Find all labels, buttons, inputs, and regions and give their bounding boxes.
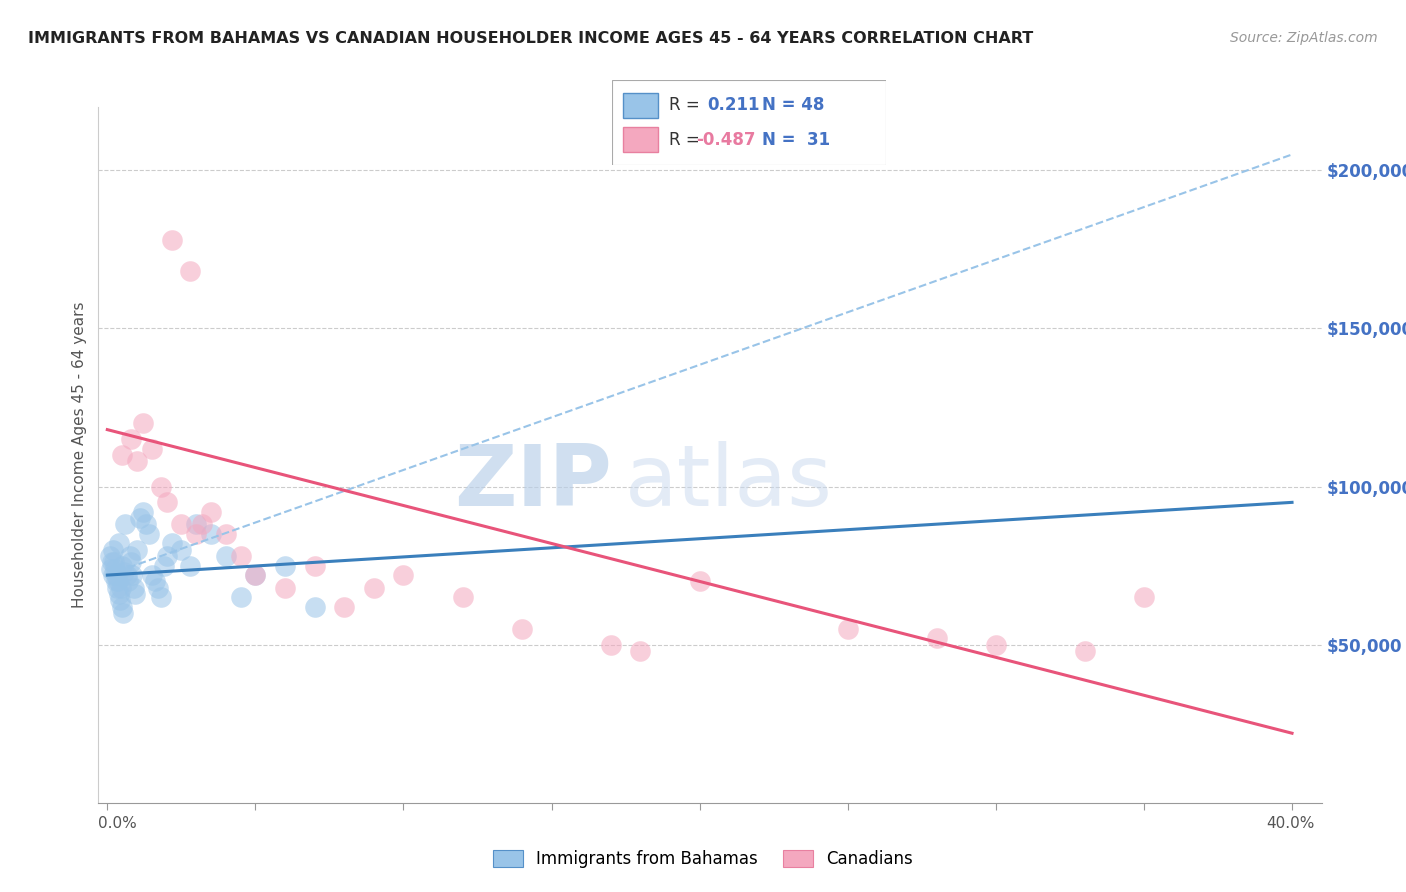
Point — [122, 581, 145, 595]
Point — [120, 556, 142, 570]
Point — [689, 574, 711, 589]
Point — [245, 568, 267, 582]
Point — [984, 638, 1007, 652]
Text: -0.487: -0.487 — [696, 131, 756, 149]
Point — [245, 568, 267, 582]
Text: atlas: atlas — [624, 442, 832, 524]
Point — [132, 417, 155, 431]
Point — [100, 556, 122, 570]
Point — [146, 581, 169, 595]
Point — [215, 527, 238, 541]
Point — [179, 558, 201, 573]
Point — [200, 527, 222, 541]
Point — [135, 517, 157, 532]
Point — [104, 562, 127, 576]
Point — [1133, 591, 1156, 605]
Point — [1073, 644, 1095, 658]
Point — [152, 558, 174, 573]
Text: R =: R = — [669, 96, 700, 114]
Point — [155, 549, 177, 563]
Point — [162, 233, 184, 247]
Point — [120, 432, 142, 446]
Point — [104, 574, 127, 589]
Point — [100, 562, 122, 576]
Point — [103, 556, 125, 570]
Point — [837, 622, 859, 636]
Point — [110, 581, 132, 595]
Point — [132, 505, 155, 519]
Point — [111, 558, 134, 573]
Point — [215, 549, 238, 563]
Text: R =: R = — [669, 131, 700, 149]
Point — [118, 549, 141, 563]
Point — [110, 599, 132, 614]
Point — [510, 622, 533, 636]
Point — [170, 542, 193, 557]
Point — [114, 517, 136, 532]
Point — [117, 574, 139, 589]
Point — [191, 517, 214, 532]
Point — [333, 599, 356, 614]
Point — [229, 549, 252, 563]
Legend: Immigrants from Bahamas, Canadians: Immigrants from Bahamas, Canadians — [486, 843, 920, 875]
Point — [200, 505, 222, 519]
Point — [112, 565, 135, 579]
Point — [98, 549, 121, 563]
Point — [107, 574, 129, 589]
Point — [179, 264, 201, 278]
Point — [186, 517, 208, 532]
Text: IMMIGRANTS FROM BAHAMAS VS CANADIAN HOUSEHOLDER INCOME AGES 45 - 64 YEARS CORREL: IMMIGRANTS FROM BAHAMAS VS CANADIAN HOUS… — [28, 31, 1033, 46]
Text: 40.0%: 40.0% — [1267, 816, 1315, 831]
Text: 0.0%: 0.0% — [98, 816, 138, 831]
Point — [599, 638, 621, 652]
Point — [274, 558, 297, 573]
Point — [125, 542, 148, 557]
Point — [141, 442, 163, 456]
Point — [121, 568, 143, 582]
Point — [149, 479, 172, 493]
Point — [186, 527, 208, 541]
Point — [304, 599, 326, 614]
Point — [149, 591, 172, 605]
Point — [105, 568, 128, 582]
Point — [101, 568, 124, 582]
Text: Source: ZipAtlas.com: Source: ZipAtlas.com — [1230, 31, 1378, 45]
Point — [170, 517, 193, 532]
Bar — [623, 93, 658, 119]
Y-axis label: Householder Income Ages 45 - 64 years: Householder Income Ages 45 - 64 years — [72, 301, 87, 608]
Point — [925, 632, 948, 646]
Point — [125, 454, 148, 468]
Point — [392, 568, 415, 582]
Point — [628, 644, 651, 658]
Point — [103, 542, 125, 557]
Point — [162, 536, 184, 550]
Point — [115, 568, 138, 582]
Point — [363, 581, 385, 595]
Text: 0.211: 0.211 — [707, 96, 761, 114]
Point — [111, 448, 134, 462]
Point — [111, 606, 134, 620]
Text: N = 48: N = 48 — [762, 96, 825, 114]
Point — [304, 558, 326, 573]
Point — [155, 495, 177, 509]
FancyBboxPatch shape — [612, 80, 886, 165]
Point — [229, 591, 252, 605]
Point — [274, 581, 297, 595]
Point — [124, 587, 146, 601]
Point — [108, 536, 131, 550]
Point — [108, 593, 131, 607]
Text: ZIP: ZIP — [454, 442, 612, 524]
Point — [138, 527, 160, 541]
Point — [143, 574, 166, 589]
Point — [451, 591, 474, 605]
Point — [105, 581, 128, 595]
Point — [128, 511, 150, 525]
Point — [107, 587, 129, 601]
Text: N =  31: N = 31 — [762, 131, 831, 149]
Point — [141, 568, 163, 582]
Bar — [623, 127, 658, 153]
